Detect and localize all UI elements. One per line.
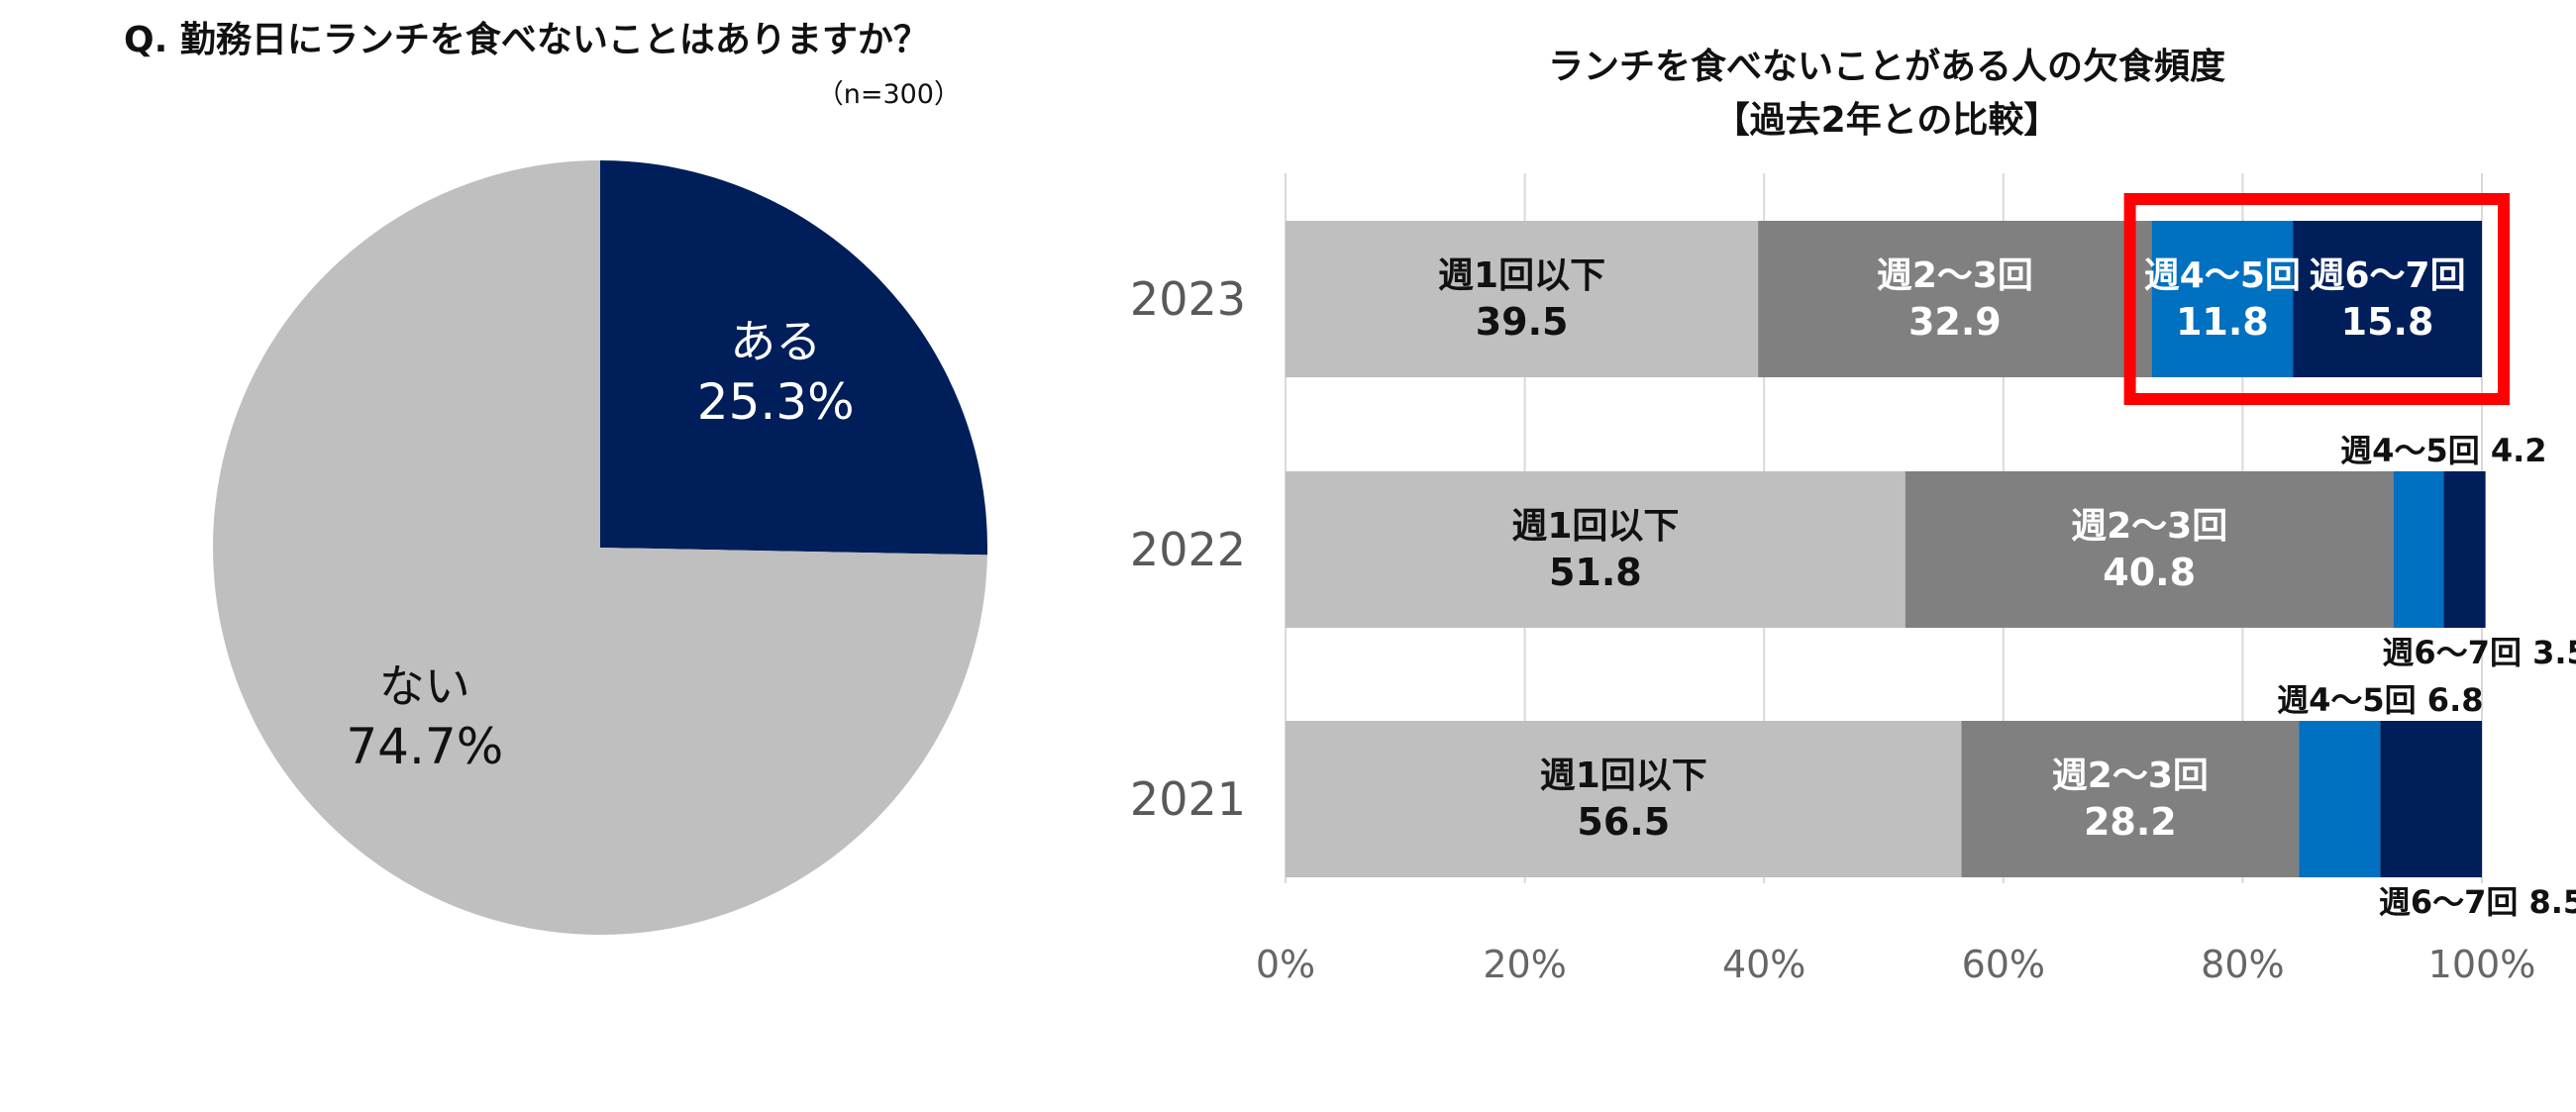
- bar-segment: [2151, 221, 2294, 377]
- bar-segment: [1961, 721, 2300, 877]
- bar-segment: [2380, 721, 2482, 877]
- highlight-rectangle: [2123, 193, 2511, 405]
- pie-slice-label-0: ある: [730, 315, 821, 368]
- bar-segment-value: 11.8: [2176, 300, 2269, 344]
- pie-slice-label-1: ない: [379, 659, 470, 713]
- bar-segment-value: 40.8: [2103, 551, 2196, 594]
- x-axis-tick-label: 60%: [1962, 943, 2045, 986]
- highlight-box: [2123, 193, 2511, 405]
- bar-segment-label: 週2～3回: [2071, 506, 2227, 547]
- bar-segment-label: 週6～7回: [2310, 255, 2466, 296]
- bar-chart-subtitle: 【過去2年との比較】: [1714, 100, 2060, 141]
- bar-segment: [1286, 471, 1906, 628]
- y-axis-tick-label: 2023: [1130, 272, 1246, 326]
- bar-segment-label: 週1回以下: [1438, 255, 1605, 296]
- bar-segment-label: 週2～3回: [2052, 756, 2209, 796]
- bar-segment-value: 15.8: [2341, 300, 2434, 344]
- bar-chart-panel: ランチを食べないことがある人の欠食頻度 【過去2年との比較】 週1回以下39.5…: [1130, 46, 2576, 986]
- bar-data-labels: 週1回以下39.5週2～3回32.9週4～5回11.8週6～7回15.8週1回以…: [1438, 255, 2466, 844]
- x-axis-tick-label: 20%: [1483, 943, 1566, 986]
- x-axis-tick-label: 100%: [2428, 943, 2536, 986]
- bar-outside-labels: 週4～5回 4.2 週6～7回 3.5 週4～5回 6.8 週6～7回 8.5: [2277, 432, 2576, 921]
- x-axis-tick-label: 80%: [2201, 943, 2284, 986]
- y-axis-tick-label: 2022: [1130, 523, 1246, 576]
- pie-slice-1: [212, 160, 987, 935]
- bar-segment-value: 28.2: [2084, 800, 2177, 844]
- bar-segment: [1286, 221, 1759, 377]
- pie-slice-value-1: 74.7%: [346, 718, 503, 775]
- bar-segment-value: 39.5: [1476, 300, 1569, 344]
- y-axis-tick-labels: 2023 2022 2021: [1130, 272, 1246, 826]
- x-axis-tick-label: 40%: [1722, 943, 1805, 986]
- x-axis-tick-labels: 0% 20% 40% 60% 80% 100%: [1256, 943, 2535, 986]
- bar-segment-label: 週4～5回: [2144, 255, 2301, 296]
- bar-segment: [2299, 721, 2381, 877]
- bar-segment-label: 週1回以下: [1511, 506, 1679, 547]
- bar-segment: [1286, 721, 1962, 877]
- bar-segment-value: 56.5: [1577, 800, 1670, 844]
- bar-segment: [2393, 471, 2444, 628]
- bar-outside-label: 週4～5回 4.2: [2340, 432, 2546, 469]
- pie-slice-value-0: 25.3%: [697, 373, 855, 431]
- pie-chart-panel: Q. 勤務日にランチを食べないことはありますか？ （n=300） ある25.3%…: [124, 20, 987, 935]
- bar-segment-label: 週2～3回: [1877, 255, 2033, 296]
- x-axis-tick-label: 0%: [1256, 943, 1315, 986]
- bar-segment-label: 週1回以下: [1540, 756, 1707, 796]
- bar-segments: [1286, 221, 2486, 877]
- bar-segment: [2293, 221, 2482, 377]
- bar-segment-value: 32.9: [1908, 300, 2002, 344]
- pie-chart-title: Q. 勤務日にランチを食べないことはありますか？: [124, 20, 929, 60]
- bar-segment: [1758, 221, 2152, 377]
- bar-segment: [2443, 471, 2486, 628]
- bar-outside-label: 週6～7回 8.5: [2379, 883, 2576, 921]
- bar-outside-label: 週6～7回 3.5: [2382, 634, 2576, 671]
- pie-slice-0: [600, 160, 987, 556]
- bar-chart-title: ランチを食べないことがある人の欠食頻度: [1548, 46, 2225, 87]
- pie-slices: [212, 160, 987, 935]
- pie-chart-subtitle: （n=300）: [817, 79, 961, 110]
- bar-segment-value: 51.8: [1549, 551, 1642, 594]
- y-axis-tick-label: 2021: [1130, 772, 1246, 826]
- bar-outside-label: 週4～5回 6.8: [2277, 681, 2483, 719]
- bar-segment: [1905, 471, 2394, 628]
